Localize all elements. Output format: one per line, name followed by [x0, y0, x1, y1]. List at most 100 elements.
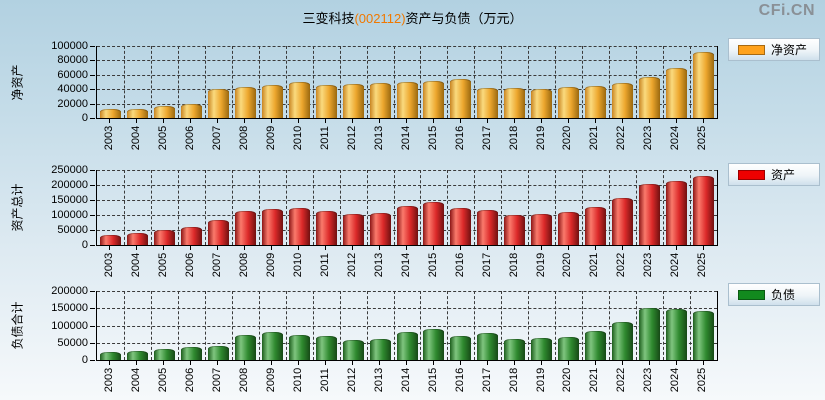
x-axis-tick	[459, 119, 461, 123]
bar-2017	[477, 333, 499, 360]
bar-2014	[396, 206, 418, 245]
assets-legend-swatch	[738, 169, 765, 180]
vertical-gridline	[609, 291, 611, 360]
bar-2019	[531, 338, 553, 360]
vertical-gridline	[204, 170, 206, 245]
year-label-text: 2020	[561, 367, 574, 393]
bar-2010	[288, 334, 310, 360]
y-tick-label: 50000	[57, 224, 88, 236]
vertical-gridline	[312, 170, 314, 245]
bar-2004	[126, 350, 148, 360]
bar-2003	[99, 235, 121, 245]
x-axis-tick	[217, 361, 219, 365]
x-axis-tick	[109, 246, 111, 250]
year-label-text: 2023	[642, 125, 655, 151]
vertical-gridline	[150, 170, 152, 245]
y-axis-tick	[90, 308, 95, 310]
x-axis-tick	[406, 246, 407, 250]
year-label-text: 2021	[588, 252, 601, 278]
vertical-gridline	[501, 170, 503, 245]
year-label-text: 2013	[373, 125, 386, 151]
vertical-gridline	[258, 46, 260, 118]
year-label-text: 2019	[534, 125, 547, 151]
liabilities-legend: 负债	[728, 283, 820, 306]
vertical-gridline	[690, 291, 692, 360]
bar-2018	[504, 88, 526, 118]
vertical-gridline	[690, 170, 692, 245]
vertical-gridline	[231, 170, 233, 245]
x-axis-tick	[190, 246, 192, 250]
year-label-text: 2003	[103, 367, 116, 393]
net-assets-legend-swatch	[738, 44, 765, 55]
x-axis-tick	[352, 361, 354, 365]
x-axis-tick	[244, 361, 246, 365]
x-axis-tick	[594, 361, 596, 365]
y-tick-label: 20000	[57, 97, 88, 110]
bar-2016	[450, 79, 472, 118]
vertical-gridline	[150, 46, 152, 118]
x-axis-tick	[594, 246, 596, 250]
x-axis-tick	[459, 246, 461, 250]
y-tick-label: 100000	[51, 209, 88, 221]
vertical-gridline	[123, 46, 125, 118]
bar-2022	[612, 321, 634, 360]
bar-2006	[180, 347, 202, 360]
x-axis-tick	[325, 119, 327, 123]
x-axis-tick	[675, 246, 677, 250]
x-axis-tick	[271, 361, 273, 365]
vertical-gridline	[420, 291, 422, 360]
bar-2005	[153, 348, 175, 360]
vertical-gridline	[609, 46, 611, 118]
y-axis-tick	[90, 185, 95, 186]
year-label-text: 2022	[615, 367, 628, 393]
x-axis-tick	[190, 119, 192, 123]
year-label-text: 2010	[292, 367, 305, 393]
bar-2008	[234, 87, 256, 118]
x-axis-tick	[567, 119, 569, 123]
bar-2008	[234, 211, 256, 245]
horizontal-gridline	[97, 308, 717, 310]
y-tick-label: 100000	[51, 40, 88, 52]
vertical-gridline	[285, 170, 287, 245]
y-axis-tick	[90, 89, 95, 91]
year-label-text: 2004	[130, 367, 143, 393]
year-label-text: 2014	[399, 125, 412, 151]
x-axis-tick	[406, 119, 407, 123]
year-label-text: 2024	[669, 367, 682, 393]
bar-2017	[477, 209, 499, 245]
y-tick-label: 0	[81, 239, 88, 251]
bar-2015	[423, 202, 445, 245]
year-label-text: 2007	[211, 252, 224, 278]
vertical-gridline	[366, 46, 368, 118]
year-label-text: 2006	[184, 367, 197, 393]
vertical-gridline	[231, 291, 233, 360]
x-axis-tick	[163, 246, 165, 250]
x-axis-tick	[648, 119, 650, 123]
vertical-gridline	[339, 46, 341, 118]
x-axis-tick	[432, 119, 434, 123]
vertical-gridline	[501, 46, 503, 118]
x-axis-tick	[244, 119, 246, 123]
bar-2013	[369, 82, 391, 118]
assets-plot-area	[96, 170, 718, 246]
year-label-text: 2014	[399, 252, 412, 278]
bar-2007	[207, 345, 229, 360]
bar-2011	[315, 211, 337, 245]
x-axis-tick	[486, 119, 488, 123]
x-axis-tick	[379, 246, 381, 250]
y-axis-tick	[90, 342, 95, 344]
bar-2005	[153, 230, 175, 245]
bar-2022	[612, 197, 634, 245]
vertical-gridline	[474, 291, 476, 360]
x-axis-tick	[163, 361, 165, 365]
y-axis-tick	[90, 291, 95, 292]
x-axis-tick	[217, 119, 219, 123]
year-label-text: 2012	[346, 367, 359, 393]
x-axis-tick	[163, 119, 165, 123]
chart-title: 三变科技(002112)资产与负债（万元）	[0, 8, 825, 27]
bar-2004	[126, 109, 148, 118]
vertical-gridline	[636, 291, 638, 360]
bar-2024	[666, 180, 688, 245]
year-label-text: 2021	[588, 367, 601, 393]
vertical-gridline	[123, 170, 125, 245]
